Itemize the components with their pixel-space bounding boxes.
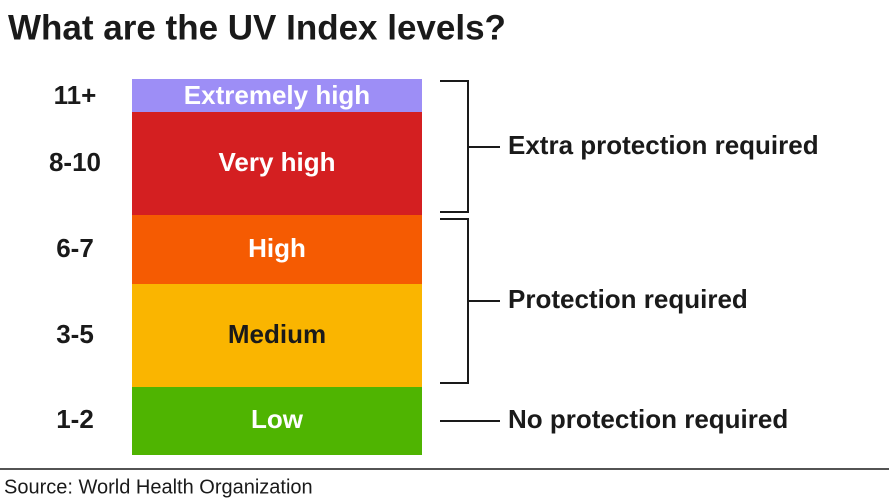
level-name: Very high <box>218 147 335 177</box>
level-name: Extremely high <box>184 80 370 110</box>
level-band <box>132 112 422 215</box>
level-band <box>132 79 422 112</box>
group-label: Protection required <box>508 284 748 314</box>
range-label: 3-5 <box>56 319 94 349</box>
level-band <box>132 387 422 455</box>
range-label: 8-10 <box>49 147 101 177</box>
range-label: 11+ <box>54 80 97 110</box>
level-name: High <box>248 233 306 263</box>
range-label: 6-7 <box>56 233 94 263</box>
level-band <box>132 284 422 387</box>
level-name: Low <box>251 404 304 434</box>
bracket <box>440 80 500 213</box>
bracket <box>440 218 500 384</box>
group-label: No protection required <box>508 404 788 434</box>
source: Source: World Health Organization <box>4 476 313 498</box>
group-label: Extra protection required <box>508 130 819 160</box>
level-band <box>132 215 422 284</box>
range-label: 1-2 <box>56 404 94 434</box>
title: What are the UV Index levels? <box>8 8 506 47</box>
level-name: Medium <box>228 319 326 349</box>
